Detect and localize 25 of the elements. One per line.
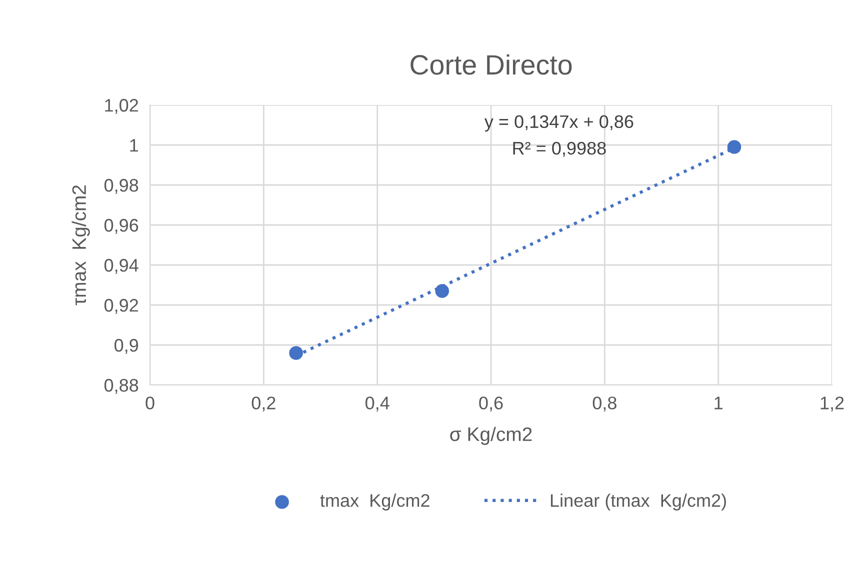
point: [435, 284, 450, 298]
x-tick-label: 1,2: [820, 396, 844, 412]
annotation: R² = 0,9988: [513, 142, 606, 157]
y-tick-label: 0,88: [104, 378, 138, 394]
y-tick-label: 0,98: [104, 178, 138, 194]
x-tick-label: 0,6: [479, 396, 503, 412]
y-tick-label: 0,9: [114, 338, 138, 354]
chart-title: Corte Directo: [410, 54, 572, 75]
y-tick-label: 1: [130, 139, 138, 152]
x-tick-label: 0,2: [252, 396, 276, 412]
x-tick-label: 0: [146, 396, 154, 410]
x-tick-label: 0,4: [365, 396, 390, 412]
y-tick-label: 0,96: [104, 218, 138, 234]
y-tick-label: 0,92: [104, 298, 138, 314]
x-tick-label: 1: [714, 396, 722, 410]
y-tick-label: 0,94: [104, 258, 138, 274]
point: [289, 346, 303, 360]
y-axis-title: τmax Kg/cm2: [72, 185, 90, 306]
x-tick-label: 0,8: [592, 396, 616, 412]
legend-label: Linear (tmax Kg/cm2): [550, 494, 726, 510]
legend-label: tmax Kg/cm2: [320, 494, 430, 510]
x-axis-title: σ Kg/cm2: [450, 426, 532, 445]
point: [727, 140, 742, 154]
annotation: y = 0,1347x + 0,86: [484, 115, 634, 132]
y-tick-label: 1,02: [105, 98, 138, 114]
